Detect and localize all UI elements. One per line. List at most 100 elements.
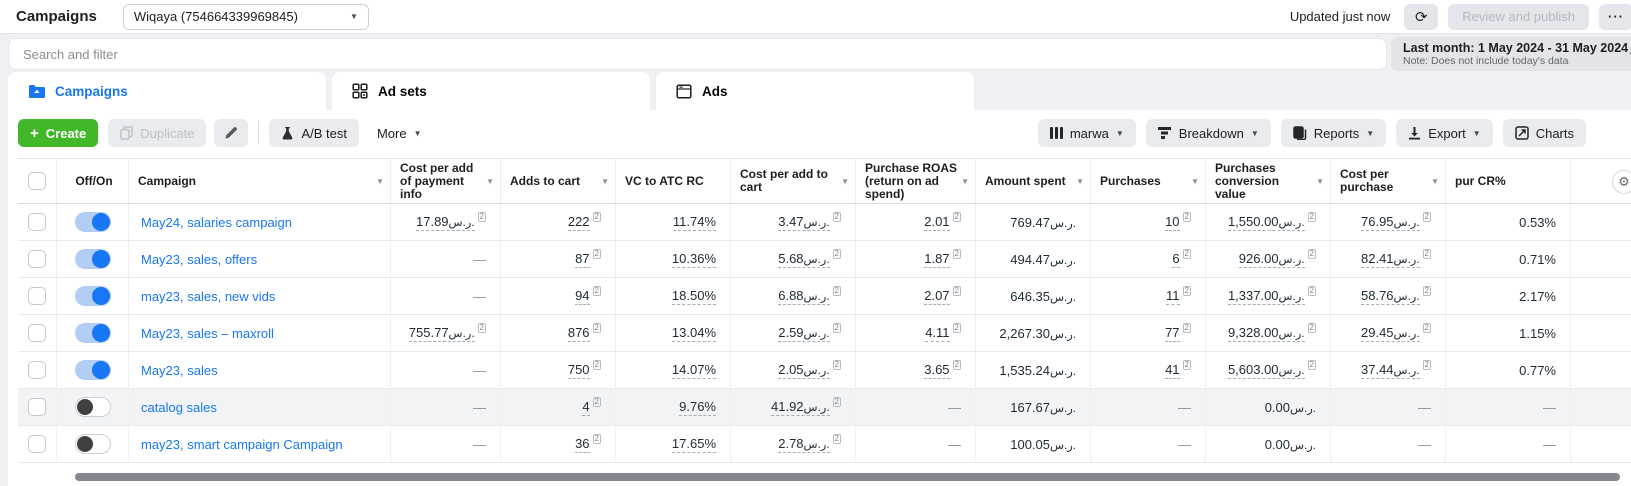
campaigns-table: Off/On Campaign ▼ Cost per add of payment i…	[18, 158, 1631, 463]
campaign-toggle[interactable]	[74, 360, 111, 380]
metric-value: 10	[1165, 214, 1180, 231]
export-button-label: Export	[1428, 125, 1466, 141]
currency-label: ر.س.	[803, 253, 830, 266]
attribution-badge: 2	[477, 212, 486, 222]
tab-campaigns[interactable]: Campaigns	[8, 72, 326, 110]
ab-test-button[interactable]: A/B test	[269, 119, 359, 147]
column-header-campaign[interactable]: Campaign ▼	[128, 159, 390, 203]
account-selector[interactable]: Wiqaya (754664339969845) ▼	[122, 3, 369, 30]
column-settings-button[interactable]: ⚙	[1612, 170, 1631, 194]
metric-number: 646.35	[1010, 288, 1050, 304]
column-header-cost-per-add-to-cart[interactable]: Cost per add to cart ▼	[730, 159, 855, 203]
campaign-name-link[interactable]: May23, sales, offers	[141, 251, 258, 267]
refresh-button[interactable]: ⟳	[1404, 3, 1439, 30]
reports-button[interactable]: Reports ▼	[1280, 119, 1387, 147]
metric-cell: 926.00ر.س. 2	[1205, 241, 1330, 277]
metric-number: 3.65	[924, 361, 950, 377]
toggle-knob	[91, 213, 110, 231]
campaign-toggle[interactable]	[74, 397, 111, 417]
metric-number: 755.77	[408, 324, 449, 340]
metric-cell: 0.77%	[1445, 352, 1570, 388]
row-checkbox[interactable]	[28, 250, 46, 268]
metric-number: 41	[1165, 361, 1180, 377]
columns-button[interactable]: marwa ▼	[1037, 119, 1136, 147]
currency-label: ر.س.	[1290, 402, 1316, 415]
column-header-off-on[interactable]: Off/On	[56, 159, 128, 203]
metric-value: 1.87	[924, 251, 950, 268]
more-button[interactable]: More ▼	[365, 119, 434, 147]
campaign-toggle[interactable]	[74, 212, 111, 232]
search-input[interactable]	[8, 38, 1387, 70]
metric-cell: 6.88ر.س. 2	[730, 278, 855, 314]
metric-cell: 3.65 2	[855, 352, 975, 388]
duplicate-button[interactable]: Duplicate	[108, 119, 207, 147]
attribution-badge: 2	[592, 286, 601, 296]
metric-number: 36	[575, 435, 590, 451]
row-checkbox[interactable]	[28, 287, 46, 305]
column-header-cost-per-add-of-payment-info[interactable]: Cost per add of payment info ▼	[390, 159, 500, 203]
metric-value: 100.05ر.س.	[1010, 437, 1076, 452]
folder-icon	[28, 84, 45, 98]
campaign-name-link[interactable]: catalog sales	[141, 399, 217, 415]
metric-number: 1.15%	[1519, 325, 1556, 341]
column-header-purchases-conversion-value[interactable]: Purchases conversion value ▼	[1205, 159, 1330, 203]
empty-value: —	[473, 362, 486, 378]
empty-value: —	[948, 399, 961, 415]
column-header-adds-to-cart[interactable]: Adds to cart ▼	[500, 159, 615, 203]
attribution-badge: 2	[1182, 323, 1191, 333]
tab-ad-sets[interactable]: Ad sets	[332, 72, 650, 110]
column-header-amount-spent[interactable]: Amount spent ▼	[975, 159, 1090, 203]
metric-number: 82.41	[1361, 250, 1394, 266]
column-header-purchase-roas-return-on-ad-spend[interactable]: Purchase ROAS (return on ad spend) ▼	[855, 159, 975, 203]
campaign-toggle[interactable]	[74, 323, 111, 343]
campaign-name-link[interactable]: May24, salaries campaign	[141, 214, 293, 230]
charts-button[interactable]: Charts	[1502, 119, 1586, 147]
metric-number: 1,535.24	[999, 362, 1050, 378]
row-select-cell	[18, 204, 56, 240]
currency-label: ر.س.	[803, 327, 830, 340]
edit-button[interactable]	[214, 119, 249, 147]
row-checkbox[interactable]	[28, 324, 46, 342]
column-header-vc-to-atc-rc[interactable]: VC to ATC RC	[615, 159, 730, 203]
date-range-note: Note: Does not include today's data	[1403, 55, 1569, 67]
date-range-selector[interactable]: Last month: 1 May 2024 - 31 May 2024 Not…	[1391, 37, 1631, 71]
tab-ad-sets-label: Ad sets	[378, 83, 427, 99]
campaign-toggle[interactable]	[74, 249, 111, 269]
metric-value: 6	[1172, 251, 1180, 268]
row-checkbox[interactable]	[28, 361, 46, 379]
row-checkbox[interactable]	[28, 398, 46, 416]
horizontal-scrollbar-thumb[interactable]	[75, 473, 1620, 481]
campaign-name-link[interactable]: may23, sales, new vids	[141, 288, 276, 304]
breakdown-button[interactable]: Breakdown ▼	[1145, 119, 1271, 147]
column-header-label: Cost per add to cart	[740, 167, 829, 194]
column-header-label: pur CR%	[1455, 173, 1506, 188]
tab-ads[interactable]: Ads	[656, 72, 974, 110]
metric-cell: 1.15%	[1445, 315, 1570, 351]
currency-label: ر.س.	[1278, 253, 1305, 266]
campaign-toggle[interactable]	[74, 434, 111, 454]
campaign-name-link[interactable]: may23, smart campaign Campaign	[141, 436, 343, 452]
ad-icon	[676, 83, 692, 99]
empty-value: —	[473, 288, 486, 304]
metric-cell: —	[855, 389, 975, 425]
pencil-icon	[224, 126, 238, 140]
review-publish-button[interactable]: Review and publish	[1448, 3, 1589, 30]
column-header-cost-per-purchase[interactable]: Cost per purchase ▼	[1330, 159, 1445, 203]
campaign-name-link[interactable]: May23, sales – maxroll	[141, 325, 274, 341]
attribution-badge: 2	[952, 360, 961, 370]
metric-cell: 2.07 2	[855, 278, 975, 314]
select-all-checkbox[interactable]	[28, 172, 46, 190]
campaign-toggle[interactable]	[74, 286, 111, 306]
campaign-name-link[interactable]: May23, sales	[141, 362, 218, 378]
column-header-purchases[interactable]: Purchases ▼	[1090, 159, 1205, 203]
metric-cell: 0.53%	[1445, 204, 1570, 240]
toggle-knob	[91, 324, 110, 342]
column-header-pur-cr[interactable]: pur CR%	[1445, 159, 1570, 203]
more-options-button[interactable]: ···	[1599, 3, 1631, 30]
row-checkbox[interactable]	[28, 435, 46, 453]
export-button[interactable]: Export ▼	[1396, 119, 1493, 147]
table-row: may23, sales, new vids —94 2 18.50% 6.88ر.س.…	[18, 278, 1631, 315]
create-button[interactable]: + Create	[18, 119, 99, 147]
row-checkbox[interactable]	[28, 213, 46, 231]
